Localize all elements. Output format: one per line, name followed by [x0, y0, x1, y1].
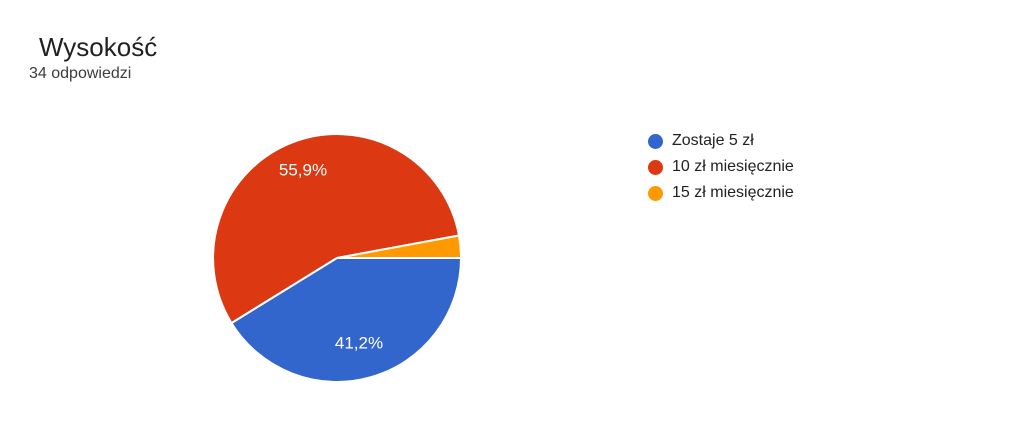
pie-slice-10-zl-miesiecznie[interactable]	[212, 133, 460, 325]
legend-swatch-red-icon	[648, 159, 663, 175]
question-title: Wysokość	[39, 32, 158, 62]
legend-item-label: 10 zł miesięcznie	[672, 158, 794, 175]
pie-percent-label-red: 55,9%	[279, 161, 327, 180]
pie-percent-label-blue: 41,2%	[335, 334, 383, 353]
legend-item-zostaje-5-zl: Zostaje 5 zł	[648, 128, 794, 154]
legend-item-label: Zostaje 5 zł	[672, 132, 754, 149]
response-count: 34 odpowiedzi	[29, 65, 132, 82]
legend-item-15-zl-miesiecznie: 15 zł miesięcznie	[648, 180, 794, 206]
pie-slice-zostaje-5-zl[interactable]	[230, 257, 462, 383]
legend-swatch-orange-icon	[648, 185, 663, 201]
legend-swatch-blue-icon	[648, 133, 663, 149]
pie-slice-15-zl-miesiecznie[interactable]	[336, 234, 463, 259]
legend-item-10-zl-miesiecznie: 10 zł miesięcznie	[648, 154, 794, 180]
legend-item-label: 15 zł miesięcznie	[672, 184, 794, 201]
legend: Zostaje 5 zł 10 zł miesięcznie 15 zł mie…	[648, 128, 794, 206]
